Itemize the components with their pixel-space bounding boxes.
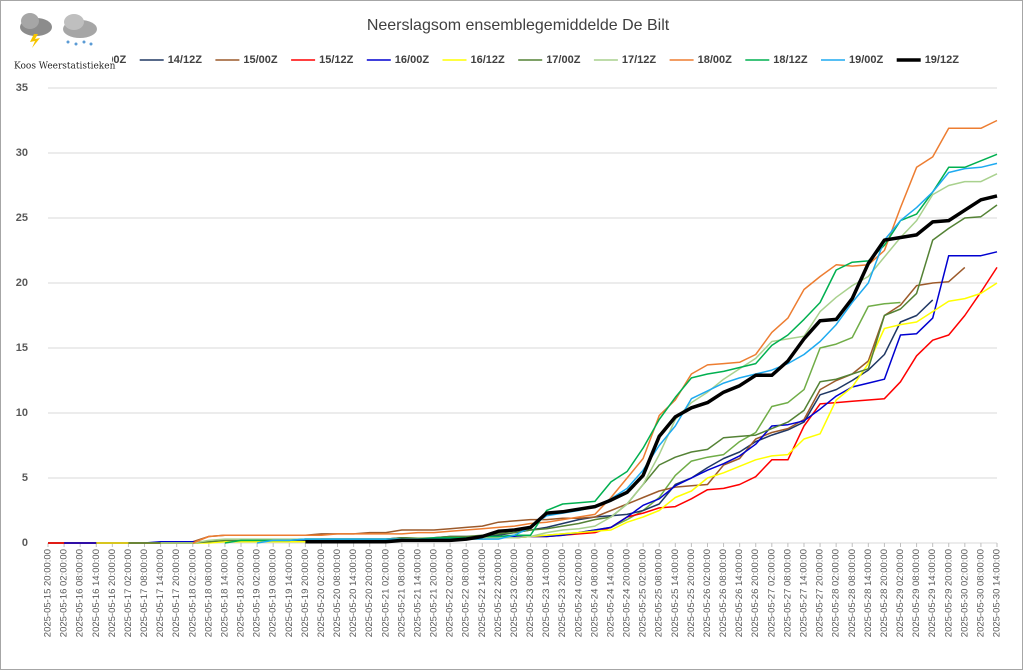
x-tick-label: 2025-05-30 08:00:00 [975,549,986,637]
y-tick-label: 20 [16,277,28,289]
x-tick-label: 2025-05-15 20:00:00 [43,549,54,637]
x-tick-label: 2025-05-20 14:00:00 [348,549,359,637]
legend-label: 19/12Z [925,54,960,66]
legend-label: 18/00Z [698,54,733,66]
x-tick-label: 2025-05-26 08:00:00 [718,549,729,637]
legend-label: 16/00Z [395,54,430,66]
logo-background [2,2,112,74]
x-tick-label: 2025-05-23 14:00:00 [541,549,552,637]
legend-label: 15/12Z [319,54,354,66]
x-tick-label: 2025-05-30 14:00:00 [992,549,1003,637]
y-tick-label: 0 [22,537,28,549]
x-tick-label: 2025-05-24 20:00:00 [622,549,633,637]
x-tick-label: 2025-05-16 14:00:00 [91,549,102,637]
series-line [192,119,998,544]
x-tick-label: 2025-05-18 14:00:00 [219,549,230,637]
legend-label: 19/00Z [849,54,884,66]
x-tick-label: 2025-05-27 20:00:00 [815,549,826,637]
series-line [305,194,998,544]
x-tick-label: 2025-05-24 08:00:00 [589,549,600,637]
y-tick-label: 5 [22,472,28,484]
legend-label: 15/00Z [243,54,278,66]
x-tick-label: 2025-05-25 14:00:00 [670,549,681,637]
x-tick-label: 2025-05-16 08:00:00 [75,549,86,637]
x-tick-label: 2025-05-23 20:00:00 [557,549,568,637]
x-tick-label: 2025-05-25 08:00:00 [654,549,665,637]
x-tick-label: 2025-05-20 02:00:00 [316,549,327,637]
x-tick-label: 2025-05-26 14:00:00 [734,549,745,637]
legend-label: 14/12Z [168,54,203,66]
logo-text: Koos Weerstatistieken [14,62,116,72]
x-tick-label: 2025-05-22 08:00:00 [461,549,472,637]
legend-label: 17/12Z [622,54,657,66]
x-tick-label: 2025-05-21 20:00:00 [429,549,440,637]
y-tick-label: 30 [16,147,28,159]
x-tick-label: 2025-05-27 02:00:00 [766,549,777,637]
x-tick-label: 2025-05-28 08:00:00 [847,549,858,637]
x-tick-label: 2025-05-29 20:00:00 [943,549,954,637]
x-tick-label: 2025-05-16 20:00:00 [107,549,118,637]
x-tick-label: 2025-05-25 02:00:00 [638,549,649,637]
x-tick-label: 2025-05-18 02:00:00 [187,549,198,637]
x-tick-label: 2025-05-19 20:00:00 [300,549,311,637]
x-tick-label: 2025-05-18 20:00:00 [236,549,247,637]
logo-icon [20,13,97,48]
x-tick-label: 2025-05-20 20:00:00 [364,549,375,637]
x-tick-label: 2025-05-21 08:00:00 [396,549,407,637]
x-tick-label: 2025-05-29 14:00:00 [927,549,938,637]
legend-label: 17/00Z [546,54,581,66]
x-tick-label: 2025-05-24 14:00:00 [605,549,616,637]
x-tick-label: 2025-05-26 20:00:00 [750,549,761,637]
x-tick-label: 2025-05-27 08:00:00 [782,549,793,637]
x-tick-label: 2025-05-17 08:00:00 [139,549,150,637]
x-tick-label: 2025-05-27 14:00:00 [798,549,809,637]
x-tick-label: 2025-05-29 02:00:00 [895,549,906,637]
x-tick-label: 2025-05-19 08:00:00 [268,549,279,637]
x-tick-label: 2025-05-22 20:00:00 [493,549,504,637]
x-tick-label: 2025-05-19 14:00:00 [284,549,295,637]
x-tick-label: 2025-05-26 02:00:00 [702,549,713,637]
x-tick-label: 2025-05-17 20:00:00 [171,549,182,637]
x-tick-label: 2025-05-22 14:00:00 [477,549,488,637]
series-line [96,282,998,544]
x-tick-label: 2025-05-25 20:00:00 [686,549,697,637]
x-tick-label: 2025-05-28 20:00:00 [879,549,890,637]
x-tick-label: 2025-05-19 02:00:00 [252,549,263,637]
x-tick-label: 2025-05-23 02:00:00 [509,549,520,637]
x-tick-label: 2025-05-28 14:00:00 [863,549,874,637]
x-tick-label: 2025-05-22 02:00:00 [445,549,456,637]
y-tick-label: 10 [16,407,28,419]
x-tick-label: 2025-05-29 08:00:00 [911,549,922,637]
legend-label: 18/12Z [773,54,808,66]
x-tick-label: 2025-05-30 02:00:00 [959,549,970,637]
x-tick-label: 2025-05-16 02:00:00 [59,549,70,637]
legend-label: 16/12Z [471,54,506,66]
x-tick-label: 2025-05-21 14:00:00 [412,549,423,637]
chart-title: Neerslagsom ensemblegemiddelde De Bilt [367,17,670,34]
x-tick-label: 2025-05-21 02:00:00 [380,549,391,637]
logo: Koos Weerstatistieken [2,2,116,74]
x-tick-label: 2025-05-28 02:00:00 [831,549,842,637]
legend: 14/00Z14/12Z15/00Z15/12Z16/00Z16/12Z17/0… [64,54,959,66]
y-tick-label: 25 [16,212,28,224]
x-tick-label: 2025-05-24 02:00:00 [573,549,584,637]
x-tick-label: 2025-05-23 08:00:00 [525,549,536,637]
y-tick-label: 35 [16,82,28,94]
y-tick-label: 15 [16,342,28,354]
x-tick-label: 2025-05-18 08:00:00 [203,549,214,637]
x-tick-label: 2025-05-17 02:00:00 [123,549,134,637]
plot-area: 0 5 10 15 20 25 30 35 2025-05-15 20:00:00 2025-05… [16,82,1003,637]
series-line [256,162,998,544]
x-tick-label: 2025-05-20 08:00:00 [332,549,343,637]
x-tick-label: 2025-05-17 14:00:00 [155,549,166,637]
